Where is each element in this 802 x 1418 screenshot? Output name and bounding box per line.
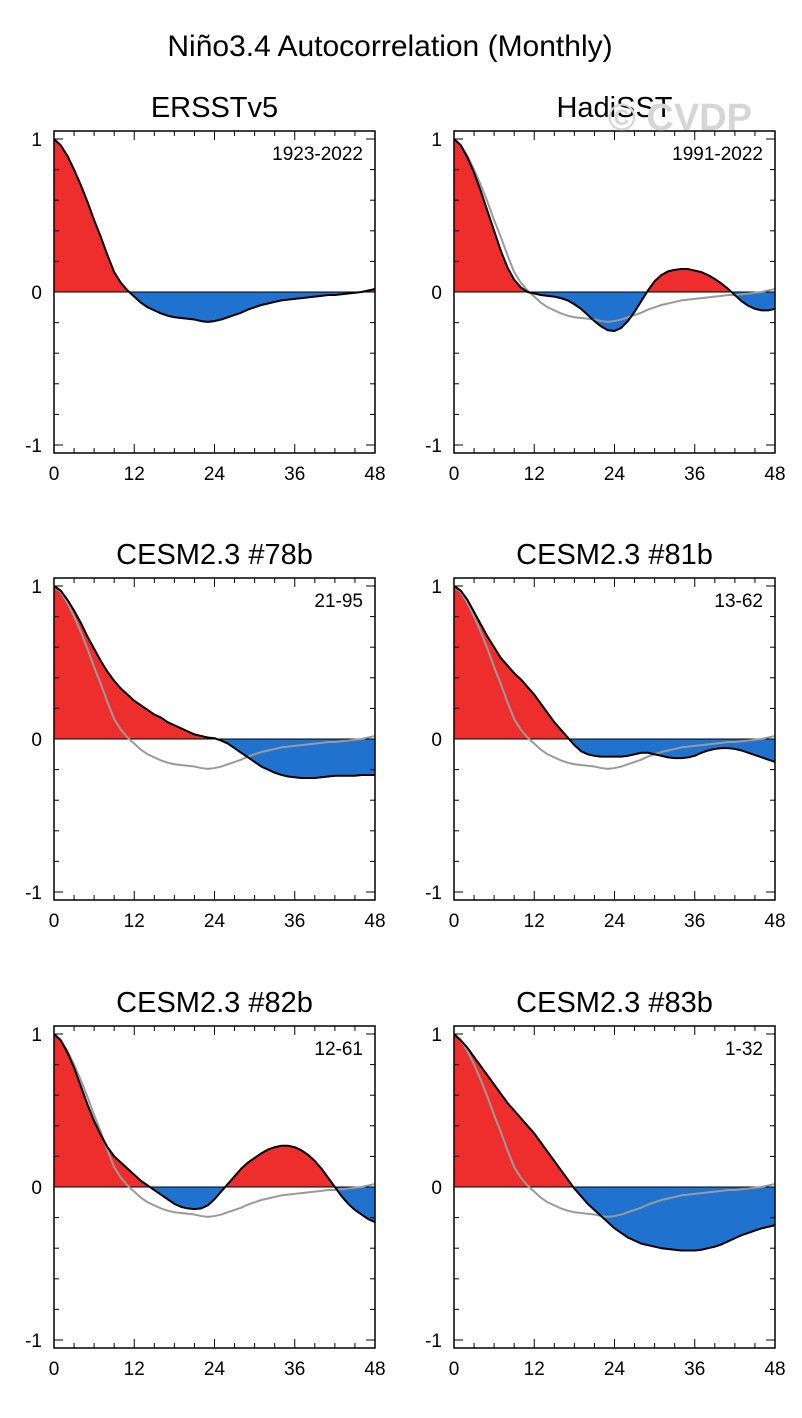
negative-area (454, 292, 775, 332)
period-label: 13-62 (714, 591, 763, 612)
x-tick-label: 48 (364, 464, 385, 485)
negative-area (54, 739, 375, 779)
y-tick-label: -1 (25, 436, 42, 457)
panel-title: CESM2.3 #78b (116, 539, 313, 571)
x-tick-label: 36 (284, 464, 305, 485)
x-tick-label: 0 (449, 1359, 460, 1380)
x-tick-label: 0 (449, 464, 460, 485)
y-tick-label: 1 (31, 1025, 42, 1046)
x-tick-label: 0 (49, 464, 60, 485)
y-tick-label: -1 (25, 883, 42, 904)
reference-line (453, 585, 776, 770)
x-tick-label: 0 (49, 911, 60, 932)
x-tick-label: 36 (284, 1359, 305, 1380)
panel-title: ERSSTv5 (151, 92, 278, 124)
panel-title: CESM2.3 #82b (116, 987, 313, 1019)
y-tick-label: -1 (425, 1331, 442, 1352)
x-tick-label: 24 (604, 911, 626, 932)
panel-3: CESM2.3 #78b 0 12 24 36 48 -1 0 1 21-95 (25, 539, 385, 932)
x-tick-label: 24 (604, 464, 626, 485)
y-tick-label: 0 (31, 1178, 42, 1199)
panel-title: CESM2.3 #83b (516, 987, 713, 1019)
panel-4: CESM2.3 #81b 0 12 24 36 48 -1 0 1 13-62 (425, 539, 785, 932)
panel-1: ERSSTv5 0 12 24 36 48 -1 0 1 1923-2022 (25, 92, 385, 485)
watermark-text: © CVDP (608, 97, 752, 139)
y-tick-label: -1 (425, 883, 442, 904)
x-tick-label: 48 (764, 464, 785, 485)
x-tick-label: 12 (124, 464, 145, 485)
autocorrelation-line (53, 585, 375, 780)
x-tick-label: 36 (684, 464, 705, 485)
autocorrelation-line (453, 138, 776, 333)
x-tick-label: 24 (204, 911, 226, 932)
autocorrelation-line (53, 1033, 376, 1224)
x-tick-label: 12 (524, 911, 545, 932)
reference-line (453, 1033, 776, 1218)
x-tick-label: 48 (364, 911, 385, 932)
x-tick-label: 12 (524, 464, 545, 485)
panel-2: HadiSST 0 12 24 36 48 -1 0 1 1991-2022 (425, 92, 785, 485)
y-tick-label: 1 (31, 130, 42, 151)
y-tick-label: 0 (431, 1178, 442, 1199)
period-label: 1991-2022 (672, 144, 763, 165)
reference-line (453, 138, 776, 323)
y-tick-label: 1 (431, 577, 442, 598)
autocorrelation-line (453, 1033, 776, 1252)
y-tick-label: 1 (31, 577, 42, 598)
y-tick-label: -1 (25, 1331, 42, 1352)
positive-area (54, 1034, 375, 1187)
x-tick-label: 48 (364, 1359, 385, 1380)
reference-line (53, 585, 376, 770)
x-tick-label: 36 (284, 911, 305, 932)
x-tick-label: 12 (524, 1359, 545, 1380)
x-tick-label: 48 (764, 1359, 785, 1380)
negative-area (454, 1187, 775, 1251)
period-label: 12-61 (314, 1039, 363, 1060)
x-tick-label: 24 (204, 464, 226, 485)
period-label: 21-95 (314, 591, 363, 612)
positive-area (454, 586, 775, 739)
positive-area (454, 139, 775, 292)
y-tick-label: 0 (431, 283, 442, 304)
x-tick-label: 24 (604, 1359, 626, 1380)
panel-title: HadiSST (556, 92, 672, 124)
x-tick-label: 36 (684, 1359, 705, 1380)
negative-area (54, 292, 375, 322)
y-tick-label: 1 (431, 1025, 442, 1046)
x-tick-label: 48 (764, 911, 785, 932)
period-label: 1-32 (725, 1039, 763, 1060)
panel-6: CESM2.3 #83b 0 12 24 36 48 -1 0 1 1-32 (425, 987, 785, 1380)
positive-area (54, 139, 375, 292)
y-tick-label: 0 (31, 730, 42, 751)
reference-line (53, 1033, 376, 1218)
y-tick-label: 0 (431, 730, 442, 751)
period-label: 1923-2022 (272, 144, 363, 165)
panels-container: ERSSTv5 0 12 24 36 48 -1 0 1 1923-2022 HadiSST 0 12 2… (25, 92, 785, 1380)
y-tick-label: -1 (425, 436, 442, 457)
x-tick-label: 0 (449, 911, 460, 932)
panel-title: CESM2.3 #81b (516, 539, 713, 571)
x-tick-label: 0 (49, 1359, 60, 1380)
negative-area (454, 739, 775, 762)
x-tick-label: 12 (124, 1359, 145, 1380)
autocorrelation-line (453, 585, 776, 763)
panel-5: CESM2.3 #82b 0 12 24 36 48 -1 0 1 12-61 (25, 987, 385, 1380)
negative-area (54, 1187, 375, 1223)
y-tick-label: 1 (431, 130, 442, 151)
x-tick-label: 36 (684, 911, 705, 932)
positive-area (454, 1034, 775, 1187)
autocorrelation-line (53, 138, 376, 323)
x-tick-label: 12 (124, 911, 145, 932)
x-tick-label: 24 (204, 1359, 226, 1380)
y-tick-label: 0 (31, 283, 42, 304)
page-title: Niño3.4 Autocorrelation (Monthly) (167, 30, 612, 63)
